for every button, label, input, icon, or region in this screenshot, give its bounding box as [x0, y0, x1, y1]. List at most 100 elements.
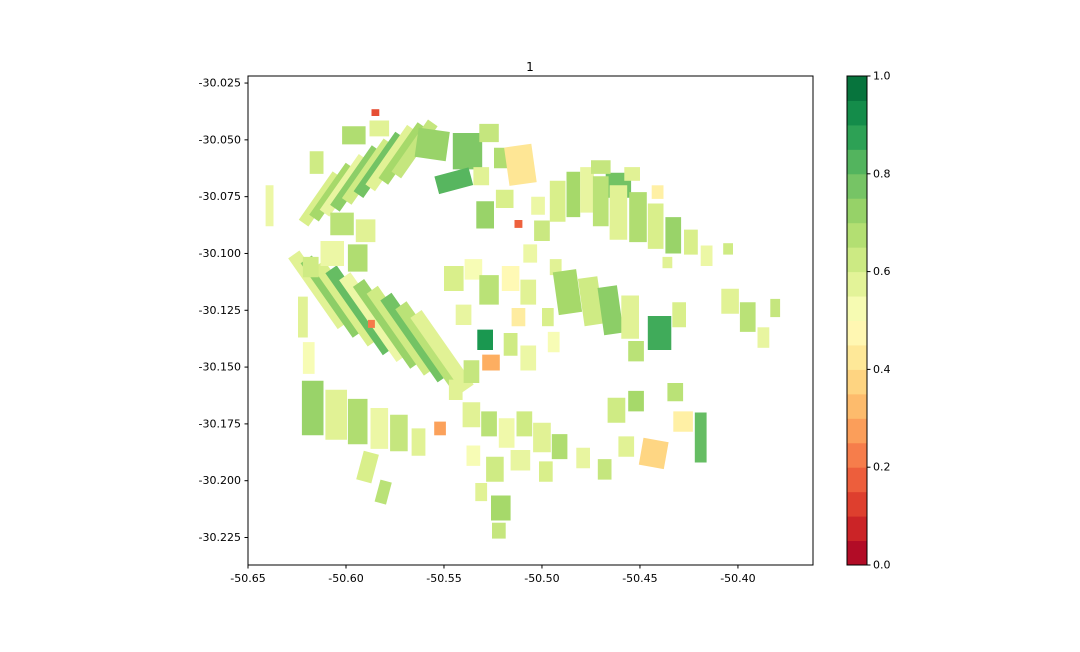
parcel — [347, 398, 368, 445]
y-tick-label: -30.150 — [199, 361, 241, 374]
parcel — [414, 127, 450, 162]
parcel — [609, 185, 628, 240]
colorbar-band — [847, 149, 867, 175]
parcel — [503, 333, 518, 356]
parcel — [444, 266, 464, 291]
colorbar-band — [847, 296, 867, 321]
colorbar-band — [847, 271, 867, 297]
y-tick-label: -30.075 — [199, 190, 241, 203]
y-tick-label: -30.025 — [199, 77, 241, 90]
colorbar-band — [847, 516, 867, 542]
y-tick-label: -30.125 — [199, 304, 241, 317]
parcel — [434, 421, 446, 436]
parcel — [477, 329, 493, 350]
parcel — [486, 456, 504, 482]
parcel — [577, 276, 604, 327]
parcel — [411, 428, 426, 456]
parcel — [378, 122, 428, 185]
x-tick-label: -50.60 — [328, 572, 363, 585]
parcel — [475, 483, 488, 502]
parcel — [463, 360, 480, 383]
parcel — [592, 176, 609, 227]
parcel — [520, 345, 537, 371]
parcel — [516, 411, 533, 437]
parcel — [410, 310, 474, 393]
parcel — [580, 167, 594, 213]
colorbar-ticks: 0.0 0.2 0.4 0.6 0.8 1.0 — [867, 70, 891, 572]
parcel — [476, 201, 494, 229]
y-tick-label: -30.050 — [199, 133, 241, 146]
parcel — [628, 390, 644, 412]
parcel — [533, 422, 551, 453]
colorbar-band — [847, 198, 867, 224]
parcel — [549, 180, 566, 222]
parcel — [638, 437, 669, 470]
colorbar-band — [847, 320, 867, 346]
parcel — [452, 133, 483, 170]
x-tick-label: -50.65 — [230, 572, 265, 585]
parcel — [481, 411, 497, 437]
parcel — [552, 269, 583, 316]
parcel — [309, 151, 324, 174]
parcel — [355, 219, 376, 243]
colorbar — [846, 75, 868, 566]
parcel — [462, 402, 481, 428]
parcel — [390, 414, 408, 452]
colorbar-band — [847, 344, 867, 370]
parcel — [576, 447, 590, 469]
colorbar-tick-label: 0.8 — [873, 167, 891, 180]
parcel — [347, 244, 368, 272]
parcel — [531, 196, 545, 215]
y-tick-label: -30.100 — [199, 247, 241, 260]
parcel — [369, 120, 390, 137]
parcel — [665, 217, 682, 254]
colorbar-band — [847, 393, 867, 419]
colorbar-tick-label: 1.0 — [873, 70, 891, 83]
colorbar-band — [847, 418, 867, 444]
parcel — [320, 241, 344, 266]
colorbar-band — [847, 442, 867, 468]
parcel — [549, 259, 562, 276]
parcel — [597, 459, 612, 480]
parcel — [547, 331, 560, 353]
colorbar-band — [847, 540, 867, 566]
colorbar-tick-label: 0.0 — [873, 559, 891, 572]
parcel — [667, 383, 684, 402]
parcel — [757, 327, 770, 348]
colorbar-band — [847, 100, 867, 126]
parcel — [770, 298, 781, 318]
colorbar-tick-label: 0.6 — [873, 265, 891, 278]
parcel — [501, 266, 520, 291]
parcel — [473, 167, 490, 186]
parcel — [356, 450, 379, 484]
parcel — [325, 389, 347, 440]
y-tick-label: -30.225 — [199, 531, 241, 544]
plot-title: 1 — [526, 60, 534, 74]
parcel — [624, 167, 640, 181]
parcel — [700, 245, 713, 266]
parcel — [479, 123, 499, 143]
parcel — [301, 380, 324, 436]
parcel — [265, 185, 274, 227]
y-tick-label: -30.200 — [199, 474, 241, 487]
parcel — [621, 295, 639, 339]
parcel — [370, 408, 389, 449]
parcel — [721, 288, 739, 314]
parcel — [651, 185, 664, 199]
parcel — [723, 243, 733, 255]
parcel — [618, 436, 635, 457]
parcel — [551, 434, 568, 460]
parcel — [672, 302, 686, 328]
colorbar-band — [847, 369, 867, 395]
parcel — [542, 308, 554, 327]
colorbar-band — [847, 173, 867, 199]
parcel — [739, 302, 756, 332]
parcel — [492, 522, 506, 539]
colorbar-band — [847, 467, 867, 493]
parcel — [302, 256, 319, 278]
parcel — [302, 342, 315, 374]
colorbar-tick-label: 0.2 — [873, 461, 891, 474]
y-tick-label: -30.175 — [199, 417, 241, 430]
parcel — [464, 259, 483, 280]
